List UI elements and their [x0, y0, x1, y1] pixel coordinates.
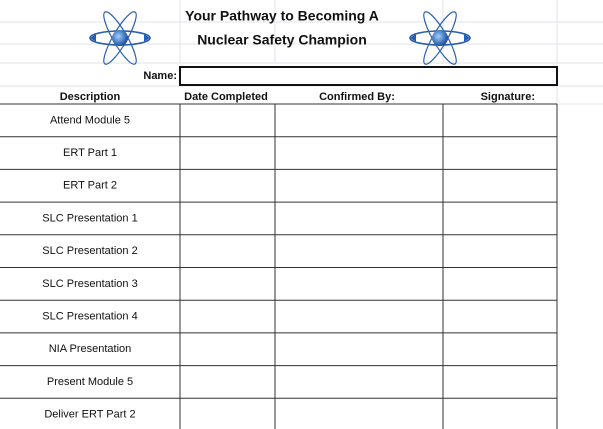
- row-description: NIA Presentation: [49, 343, 132, 355]
- column-header: Confirmed By:: [319, 91, 395, 103]
- row-description: SLC Presentation 3: [42, 278, 137, 290]
- row-description: ERT Part 2: [63, 180, 117, 192]
- row-description: SLC Presentation 1: [42, 212, 137, 224]
- column-header: Date Completed: [184, 91, 268, 103]
- title-line: Nuclear Safety Champion: [197, 32, 367, 48]
- title-line: Your Pathway to Becoming A: [185, 8, 379, 24]
- row-description: Attend Module 5: [50, 114, 130, 126]
- name-label: Name:: [143, 70, 177, 82]
- row-description: Present Module 5: [47, 376, 133, 388]
- column-header: Signature:: [481, 91, 535, 103]
- row-description: SLC Presentation 2: [42, 245, 137, 257]
- row-description: Deliver ERT Part 2: [44, 409, 135, 421]
- atom-icon: [89, 7, 151, 69]
- column-header: Description: [60, 91, 121, 103]
- name-field[interactable]: [179, 66, 558, 86]
- row-description: ERT Part 1: [63, 147, 117, 159]
- row-description: SLC Presentation 4: [42, 310, 137, 322]
- checklist-table: Description Date Completed Confirmed By: Si…: [0, 91, 558, 429]
- atom-icon: [409, 7, 471, 69]
